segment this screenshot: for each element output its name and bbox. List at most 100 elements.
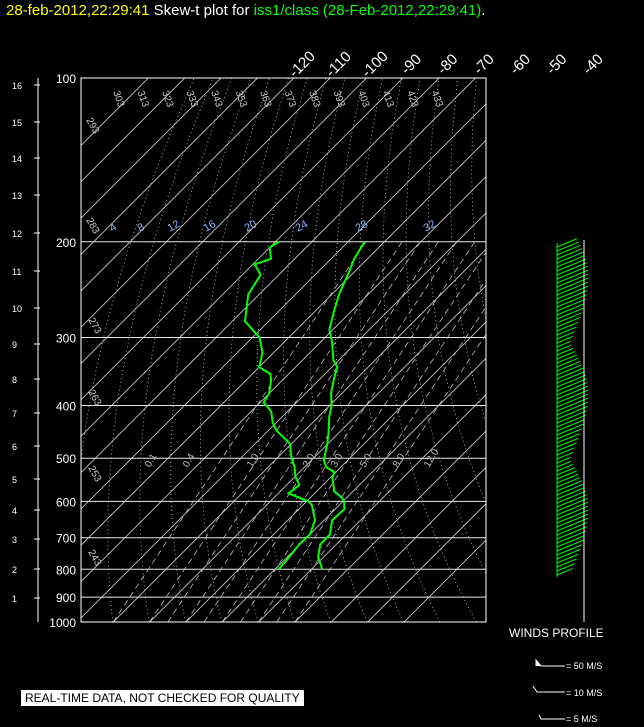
dry-adiabat <box>552 78 644 622</box>
isotherm-line <box>81 78 367 365</box>
wind-barbs <box>556 238 589 622</box>
title-station: iss1/class (28-Feb-2012,22:29:41) <box>253 2 482 19</box>
wind-barb <box>556 567 574 576</box>
wind-barb <box>556 410 587 424</box>
moist-line <box>167 241 421 622</box>
wind-barb <box>556 389 589 404</box>
title-period: . <box>481 2 486 19</box>
isotherm-line <box>113 248 486 622</box>
dry-adiabat <box>471 78 486 321</box>
wind-barb <box>556 382 588 396</box>
height-tick-label: 16 <box>12 81 22 91</box>
dry-adiabat-label: 433 <box>429 89 445 109</box>
top-temp-label: -90 <box>398 51 425 78</box>
plot-border <box>80 77 487 623</box>
height-tick-label: 3 <box>12 535 17 545</box>
quality-disclaimer: REAL-TIME DATA, NOT CHECKED FOR QUALITY <box>21 690 304 706</box>
wind-barb <box>556 513 589 528</box>
height-tick-label: 10 <box>12 304 22 314</box>
temperature-line <box>317 241 366 570</box>
isotherm-line <box>81 78 440 437</box>
wind-barb <box>556 467 576 476</box>
chart-title: 28-feb-2012,22:29:41 Skew-t plot for iss… <box>6 2 485 19</box>
wind-barb <box>556 354 577 364</box>
dry-adiabat <box>309 78 368 622</box>
wind-barb <box>556 269 589 284</box>
dry-adiabat-label: 363 <box>257 89 273 109</box>
wind-barb <box>556 351 576 360</box>
wind-barb <box>556 451 574 460</box>
dry-adiabat-label: 333 <box>184 89 200 109</box>
dry-adiabat <box>228 78 289 622</box>
moist-line <box>221 241 476 622</box>
wind-barb <box>556 281 589 296</box>
wind-barb <box>556 544 583 556</box>
wind-barb <box>556 331 575 340</box>
wind-barb <box>556 509 589 524</box>
dry-adiabat <box>513 78 644 622</box>
height-tick-label: 7 <box>12 409 17 419</box>
wind-barb <box>556 262 587 276</box>
isotherm-line <box>81 78 222 219</box>
wind-legend-barbs <box>532 658 565 720</box>
wind-barb <box>556 371 585 384</box>
wind-barb <box>556 494 587 508</box>
top-temp-label: -60 <box>507 51 534 78</box>
winds-profile-title: WINDS PROFILE <box>509 626 604 640</box>
wind-barb <box>556 251 584 264</box>
wind-barb <box>556 378 587 392</box>
wind-barb <box>556 480 582 492</box>
wind-barb <box>556 406 588 420</box>
dry-adiabat-label: 303 <box>110 89 126 109</box>
isotherm-line <box>149 285 486 622</box>
height-tick-label: 13 <box>12 191 22 201</box>
wind-barb <box>556 428 582 440</box>
isotherm-line <box>81 103 486 510</box>
wind-barb <box>556 437 579 448</box>
wind-barb <box>556 244 581 256</box>
isotherm-line <box>81 78 258 256</box>
moist-line <box>112 241 367 622</box>
isotherm-line <box>81 78 331 328</box>
wind-barb <box>556 487 585 500</box>
wind-barb <box>556 277 589 292</box>
wind-barb <box>556 490 586 504</box>
wind-barb <box>556 393 589 408</box>
wind-barb <box>556 517 589 532</box>
isotherm-line <box>81 78 404 401</box>
dry-adiabat-label: 323 <box>159 89 175 109</box>
mixing-ratio-label: 20 <box>243 218 260 235</box>
height-tick-label: 14 <box>12 154 22 164</box>
wind-barb <box>556 476 581 488</box>
wind-barb <box>556 498 588 512</box>
isotherm-line <box>185 321 486 622</box>
height-tick-label: 11 <box>12 267 21 277</box>
pressure-tick-label: 1000 <box>49 616 76 630</box>
dry-adiabat <box>358 78 441 622</box>
dry-adiabat <box>107 78 214 622</box>
wind-barb <box>556 553 579 564</box>
wind-barb <box>556 241 579 252</box>
dry-adiabat-label: 393 <box>331 89 347 109</box>
wind-barb <box>556 385 589 400</box>
dry-adiabat <box>170 78 252 622</box>
height-tick-label: 6 <box>12 442 17 452</box>
wind-barb <box>556 285 588 300</box>
wind-barb <box>556 364 583 376</box>
pressure-tick-label: 400 <box>56 400 76 414</box>
height-tick-label: 4 <box>12 506 17 516</box>
dry-adiabat-label: 343 <box>208 89 224 109</box>
top-temp-label: -50 <box>543 51 570 78</box>
wind-barb <box>556 265 588 280</box>
isotherm-line <box>81 78 476 474</box>
wind-barb <box>556 258 586 272</box>
wind-barb <box>556 470 577 480</box>
height-tick-label: 5 <box>12 475 17 485</box>
wind-barb <box>556 317 581 328</box>
dry-adiabat-label: 383 <box>306 89 322 109</box>
wind-barb <box>556 463 574 472</box>
isotherm-line <box>367 503 486 622</box>
isotherm-line <box>81 176 486 583</box>
top-temp-label: -40 <box>579 51 606 78</box>
dry-adiabat-label: 403 <box>355 89 371 109</box>
